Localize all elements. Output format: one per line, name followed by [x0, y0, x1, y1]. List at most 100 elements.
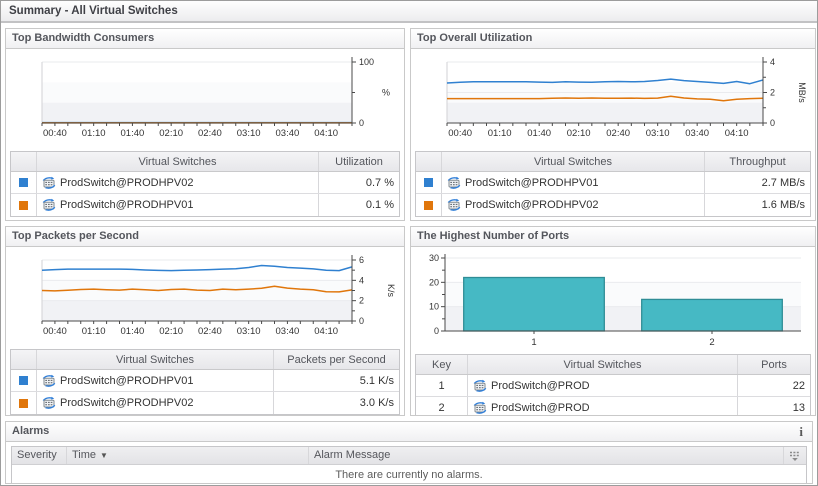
column-header-packets: Packets per Second [287, 353, 386, 366]
packets-value: 5.1 K/s [359, 374, 394, 387]
svg-text:04:10: 04:10 [314, 326, 338, 337]
svg-text:MB/s: MB/s [797, 82, 807, 103]
table-row[interactable]: ProdSwitch@PRODHPV01 5.1 K/s [11, 370, 399, 392]
svg-text:1: 1 [531, 337, 536, 348]
virtual-switch-icon [42, 176, 56, 190]
svg-text:00:40: 00:40 [43, 326, 67, 337]
column-header-utilization: Utilization [335, 155, 383, 168]
throughput-value: 1.6 MB/s [761, 199, 805, 211]
series-swatch [19, 376, 28, 385]
utilization-table: Virtual Switches Throughput ProdSwitch@P… [415, 151, 811, 217]
virtual-switch-icon [473, 401, 487, 415]
panel-title: Top Packets per Second [12, 230, 139, 242]
virtual-switch-icon [473, 379, 487, 393]
ports-table: Key Virtual Switches Ports 1 ProdSwitch@… [415, 354, 811, 415]
ports-value: 13 [792, 402, 805, 414]
svg-text:02:40: 02:40 [198, 128, 222, 139]
table-row[interactable]: 2 ProdSwitch@PROD 13 [416, 397, 810, 415]
switch-name: ProdSwitch@PRODHPV01 [60, 374, 194, 387]
table-row[interactable]: 1 ProdSwitch@PROD 22 [416, 375, 810, 397]
panel-top-overall-utilization: Top Overall Utilization 00:40 01:10 01:40 0… [410, 28, 816, 221]
virtual-switch-icon [42, 396, 56, 410]
panel-top-packets-per-second: Top Packets per Second 00:40 01:10 01:40 02… [5, 226, 405, 416]
panel-title: The Highest Number of Ports [417, 230, 570, 242]
column-header-virtual-switches: Virtual Switches [533, 155, 613, 168]
column-header-time[interactable]: Time ▼ [67, 447, 309, 464]
svg-text:0: 0 [359, 118, 364, 128]
svg-text:03:40: 03:40 [276, 326, 300, 337]
svg-text:10: 10 [429, 302, 439, 312]
svg-text:01:10: 01:10 [82, 128, 106, 139]
throughput-value: 2.7 MB/s [761, 176, 805, 189]
key-value: 2 [416, 397, 468, 415]
no-alarms-message: There are currently no alarms. [12, 465, 806, 483]
table-row[interactable]: ProdSwitch@PRODHPV02 1.6 MB/s [416, 194, 810, 216]
svg-text:%: % [382, 88, 390, 98]
svg-text:04:10: 04:10 [725, 128, 749, 139]
switch-name: ProdSwitch@PROD [491, 379, 590, 392]
page-title: Summary - All Virtual Switches [1, 1, 817, 23]
panel-highest-number-of-ports: The Highest Number of Ports 0 10 20 30 1 2 Ke… [410, 226, 816, 416]
table-row[interactable]: ProdSwitch@PRODHPV01 0.1 % [11, 194, 399, 216]
ports-bar-chart: 0 10 20 30 1 2 [415, 250, 811, 351]
svg-text:100: 100 [359, 57, 374, 67]
virtual-switch-icon [42, 374, 56, 388]
svg-text:01:10: 01:10 [82, 326, 106, 337]
svg-text:30: 30 [429, 253, 439, 263]
table-row[interactable]: ProdSwitch@PRODHPV02 3.0 K/s [11, 392, 399, 414]
column-header-virtual-switches: Virtual Switches [115, 353, 195, 366]
legend-swatch-column-header [11, 350, 37, 369]
packets-chart: 00:40 01:10 01:40 02:10 02:40 03:10 03:40 04:10… [10, 250, 400, 346]
bandwidth-chart: 00:40 01:10 01:40 02:10 02:40 03:10 03:40 04:10… [10, 52, 400, 148]
virtual-switch-icon [447, 176, 461, 190]
table-row[interactable]: ProdSwitch@PRODHPV01 2.7 MB/s [416, 172, 810, 194]
legend-swatch-column-header [11, 152, 37, 171]
panel-alarms: Alarms i Severity Time ▼ Alarm Message [5, 421, 813, 484]
column-header-virtual-switches: Virtual Switches [138, 155, 217, 168]
virtual-switch-icon [447, 198, 461, 212]
svg-text:03:10: 03:10 [237, 128, 261, 139]
svg-text:00:40: 00:40 [43, 128, 67, 139]
column-header-virtual-switches: Virtual Switches [563, 358, 642, 371]
column-selector-icon[interactable] [784, 447, 806, 464]
switch-name: ProdSwitch@PRODHPV02 [60, 397, 194, 409]
series-swatch [19, 178, 28, 187]
svg-text:0: 0 [434, 326, 439, 336]
svg-text:02:10: 02:10 [567, 128, 591, 139]
svg-text:02:40: 02:40 [198, 326, 222, 337]
utilization-value: 0.1 % [365, 199, 394, 211]
svg-text:4: 4 [770, 57, 775, 67]
column-header-alarm-message[interactable]: Alarm Message [309, 447, 784, 464]
key-value: 1 [416, 375, 468, 396]
panel-top-bandwidth-consumers: Top Bandwidth Consumers 00:40 01:10 01:40 0… [5, 28, 405, 221]
series-swatch [19, 200, 28, 210]
svg-text:2: 2 [770, 88, 775, 98]
svg-text:02:10: 02:10 [159, 326, 183, 337]
panel-title: Alarms [12, 425, 50, 437]
svg-text:0: 0 [770, 118, 775, 128]
svg-text:0: 0 [359, 316, 364, 326]
utilization-chart: 00:40 01:10 01:40 02:10 02:40 03:10 03:40 04:10… [415, 52, 811, 148]
table-row[interactable]: ProdSwitch@PRODHPV02 0.7 % [11, 172, 399, 194]
svg-text:03:40: 03:40 [685, 128, 709, 139]
packets-table: Virtual Switches Packets per Second Prod… [10, 349, 400, 415]
packets-value: 3.0 K/s [359, 397, 394, 409]
svg-text:01:40: 01:40 [121, 128, 145, 139]
svg-text:6: 6 [359, 255, 364, 265]
svg-text:02:40: 02:40 [606, 128, 630, 139]
column-header-key: Key [432, 358, 451, 371]
column-header-ports: Ports [761, 358, 787, 371]
sort-desc-icon: ▼ [100, 451, 108, 460]
svg-text:2: 2 [359, 296, 364, 306]
svg-text:01:40: 01:40 [527, 128, 551, 139]
virtual-switch-icon [42, 198, 56, 212]
svg-text:01:40: 01:40 [121, 326, 145, 337]
svg-text:01:10: 01:10 [488, 128, 512, 139]
switch-name: ProdSwitch@PRODHPV01 [60, 199, 194, 211]
svg-text:02:10: 02:10 [159, 128, 183, 139]
switch-name: ProdSwitch@PRODHPV02 [60, 176, 194, 189]
column-header-severity[interactable]: Severity [12, 447, 67, 464]
bandwidth-table: Virtual Switches Utilization ProdSwitch@… [10, 151, 400, 217]
info-icon[interactable]: i [799, 424, 803, 439]
